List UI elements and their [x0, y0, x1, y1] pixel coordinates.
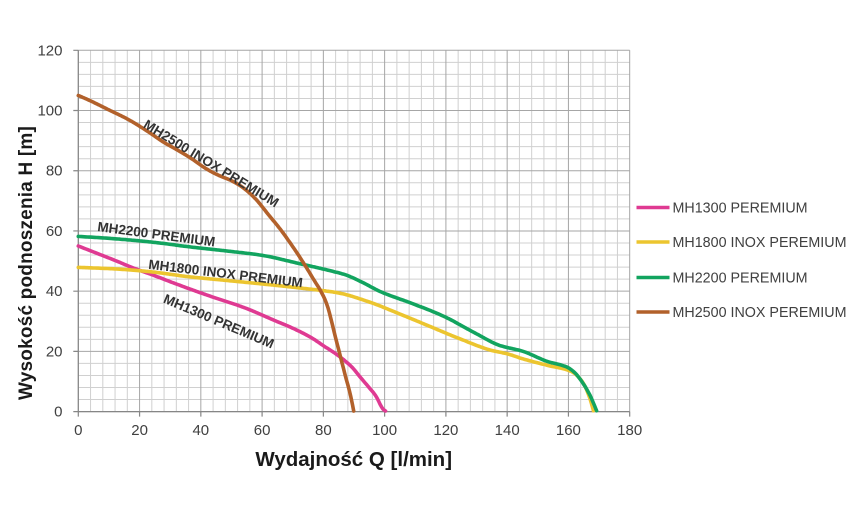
svg-text:160: 160	[556, 422, 581, 439]
svg-text:Wydajność Q [l/min]: Wydajność Q [l/min]	[255, 448, 452, 471]
svg-text:180: 180	[617, 422, 642, 439]
svg-text:120: 120	[37, 42, 62, 59]
svg-text:20: 20	[131, 422, 148, 439]
svg-text:60: 60	[46, 223, 63, 240]
svg-text:100: 100	[37, 103, 62, 120]
svg-text:20: 20	[46, 343, 63, 360]
svg-text:100: 100	[372, 422, 397, 439]
svg-text:40: 40	[46, 283, 63, 300]
svg-text:MH2200 PEREMIUM: MH2200 PEREMIUM	[673, 271, 808, 287]
svg-text:80: 80	[315, 422, 332, 439]
svg-text:0: 0	[54, 404, 62, 421]
svg-text:0: 0	[74, 422, 82, 439]
svg-text:Wysokość podnoszenia H [m]: Wysokość podnoszenia H [m]	[16, 126, 37, 400]
svg-text:120: 120	[433, 422, 458, 439]
svg-text:MH1800 INOX PEREMIUM: MH1800 INOX PEREMIUM	[673, 235, 847, 251]
svg-text:140: 140	[495, 422, 520, 439]
svg-text:40: 40	[192, 422, 209, 439]
svg-text:MH2500 INOX PEREMIUM: MH2500 INOX PEREMIUM	[673, 305, 847, 321]
svg-text:80: 80	[46, 163, 63, 180]
svg-text:MH1300 PEREMIUM: MH1300 PEREMIUM	[673, 201, 808, 217]
svg-text:60: 60	[254, 422, 271, 439]
